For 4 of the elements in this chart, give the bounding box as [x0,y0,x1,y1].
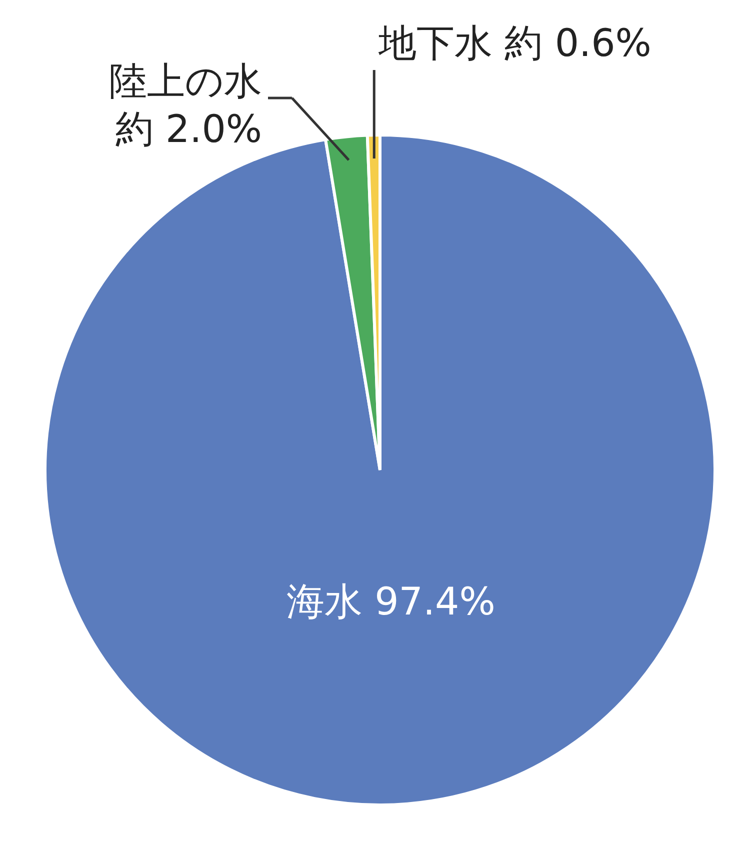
data-label: 約 2.0% [115,107,262,151]
slice-label: 海水 97.4% [286,580,496,624]
slice-label: 陸上の水 [109,59,262,103]
slice-label: 地下水 約 0.6% [378,21,652,65]
